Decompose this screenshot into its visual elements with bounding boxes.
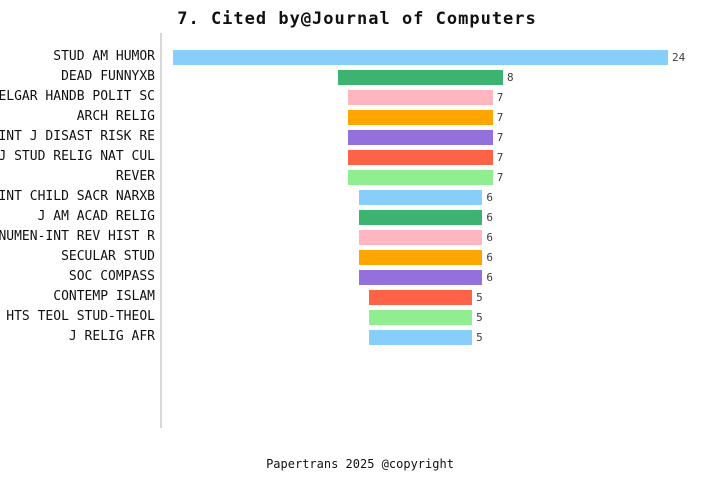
category-label: SOC COMPASS <box>68 269 155 284</box>
value-label: 6 <box>486 230 493 244</box>
bar <box>358 189 483 205</box>
category-label: J STUD RELIG NAT CUL <box>0 149 155 164</box>
bar <box>348 109 493 125</box>
category-label: ELGAR HANDB POLIT SC <box>0 89 155 104</box>
bar <box>358 269 483 285</box>
chart-title: 7. Cited by@Journal of Computers <box>177 9 537 29</box>
category-label: SECULAR STUD <box>61 249 155 264</box>
value-label: 7 <box>496 110 504 124</box>
category-label: CONTEMP ISLAM <box>53 289 155 304</box>
category-label: NUMEN-INT REV HIST R <box>0 229 155 244</box>
value-label: 7 <box>496 170 504 184</box>
value-label: 5 <box>476 310 483 324</box>
value-label: 8 <box>507 70 514 84</box>
y-axis-line <box>160 33 162 428</box>
bar <box>358 209 483 225</box>
bar <box>338 69 503 85</box>
value-label: 7 <box>496 150 504 164</box>
value-label: 6 <box>486 210 493 224</box>
bar <box>173 49 668 65</box>
value-label: 6 <box>486 190 493 204</box>
bar <box>358 249 483 265</box>
bar <box>348 89 493 105</box>
category-label: STUD AM HUMOR <box>53 49 155 64</box>
bar <box>358 229 483 245</box>
value-label: 7 <box>496 90 504 104</box>
category-label: J AM ACAD RELIG <box>37 209 155 224</box>
bar <box>368 309 473 325</box>
bar <box>348 169 493 185</box>
category-label: INT CHILD SACR NARXB <box>0 189 155 204</box>
bar <box>368 329 473 345</box>
category-label: DEAD FUNNYXB <box>61 69 155 84</box>
value-label: 6 <box>486 270 493 284</box>
category-label: INT J DISAST RISK RE <box>0 129 155 144</box>
category-label: ARCH RELIG <box>76 109 155 124</box>
bar <box>368 289 473 305</box>
copyright-caption: Papertrans 2025 @copyright <box>266 457 454 471</box>
value-label: 5 <box>476 290 483 304</box>
value-label: 6 <box>486 250 493 264</box>
value-label: 7 <box>496 130 504 144</box>
category-label: REVER <box>115 169 155 184</box>
bar <box>348 149 493 165</box>
value-label: 24 <box>672 50 686 64</box>
value-label: 5 <box>476 330 483 344</box>
bar <box>348 129 493 145</box>
category-label: J RELIG AFR <box>68 329 155 344</box>
category-label: HTS TEOL STUD-THEOL <box>6 309 155 324</box>
